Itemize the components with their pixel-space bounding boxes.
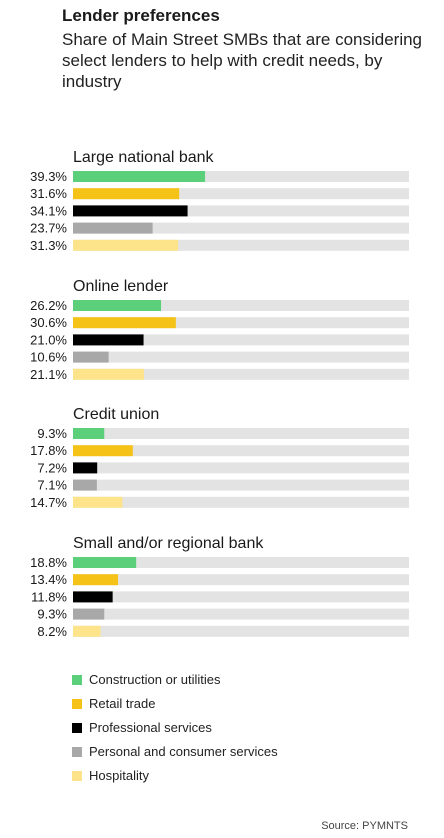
legend-label: Construction or utilities [89, 672, 221, 687]
bar [73, 334, 144, 346]
bar-track [73, 188, 409, 200]
value-label: 10.6% [30, 350, 67, 365]
value-label: 7.1% [37, 478, 67, 493]
bar-track [73, 222, 409, 234]
bar [73, 625, 101, 637]
legend-label: Professional services [89, 720, 212, 735]
bar-track [73, 428, 409, 439]
bar-track [73, 608, 409, 620]
chart-subtitle: Share of Main Street SMBs that are consi… [62, 30, 423, 91]
value-label: 18.8% [30, 555, 67, 570]
value-label: 21.0% [30, 332, 67, 347]
legend-swatch [72, 699, 82, 709]
group-title: Credit union [73, 406, 159, 423]
legend-swatch [72, 723, 82, 733]
bar [73, 205, 188, 217]
bar-track [73, 625, 409, 637]
legend-swatch [72, 747, 82, 757]
bar-track [73, 171, 409, 182]
chart-title: Lender preferences [62, 6, 220, 25]
value-label: 23.7% [30, 221, 67, 236]
bar-track [73, 574, 409, 586]
value-label: 26.2% [30, 298, 67, 313]
value-label: 39.3% [30, 169, 67, 184]
value-label: 11.8% [31, 589, 67, 604]
bar [73, 171, 206, 182]
value-label: 21.1% [30, 367, 67, 382]
bar-track [73, 239, 409, 251]
legend-label: Personal and consumer services [89, 744, 278, 759]
group-title: Small and/or regional bank [73, 535, 264, 552]
value-label: 8.2% [37, 624, 67, 639]
bar-track [73, 591, 409, 603]
group-title: Large national bank [73, 149, 215, 166]
source-note: Source: PYMNTS [321, 820, 408, 832]
legend-swatch [72, 771, 82, 781]
legend-label: Hospitality [89, 768, 149, 783]
bar [73, 462, 98, 474]
bar [73, 428, 105, 439]
bar [73, 479, 97, 491]
bar-chart: Large national bank 39.3% 31.6% 34.1% 23.7% 3… [30, 149, 409, 639]
bar [73, 188, 180, 200]
bar-track [73, 445, 409, 457]
legend-swatch [72, 675, 82, 685]
value-label: 31.3% [30, 238, 67, 253]
bar [73, 239, 179, 251]
bar-track [73, 334, 409, 346]
bar-track [73, 368, 409, 380]
value-label: 14.7% [30, 495, 67, 510]
bar [73, 317, 176, 329]
bar [73, 445, 133, 457]
value-label: 7.2% [37, 460, 67, 475]
bar [73, 608, 105, 620]
bar-track [73, 479, 409, 491]
bar-track [73, 317, 409, 329]
bar [73, 496, 123, 508]
value-label: 9.3% [37, 426, 67, 441]
bar [73, 557, 137, 568]
bar-track [73, 496, 409, 508]
value-label: 13.4% [30, 572, 67, 587]
bar-track [73, 462, 409, 474]
bar-track [73, 205, 409, 217]
legend-label: Retail trade [89, 696, 156, 711]
value-label: 17.8% [30, 443, 67, 458]
bar [73, 351, 109, 363]
value-label: 31.6% [30, 186, 67, 201]
bar-track [73, 300, 409, 311]
bar [73, 222, 153, 234]
bar [73, 300, 162, 311]
value-label: 34.1% [30, 203, 67, 218]
bar [73, 368, 144, 380]
bar [73, 574, 119, 586]
value-label: 9.3% [37, 607, 67, 622]
bar [73, 591, 113, 603]
value-label: 30.6% [30, 315, 67, 330]
group-title: Online lender [73, 278, 169, 295]
bar-track [73, 557, 409, 568]
bar-track [73, 351, 409, 363]
